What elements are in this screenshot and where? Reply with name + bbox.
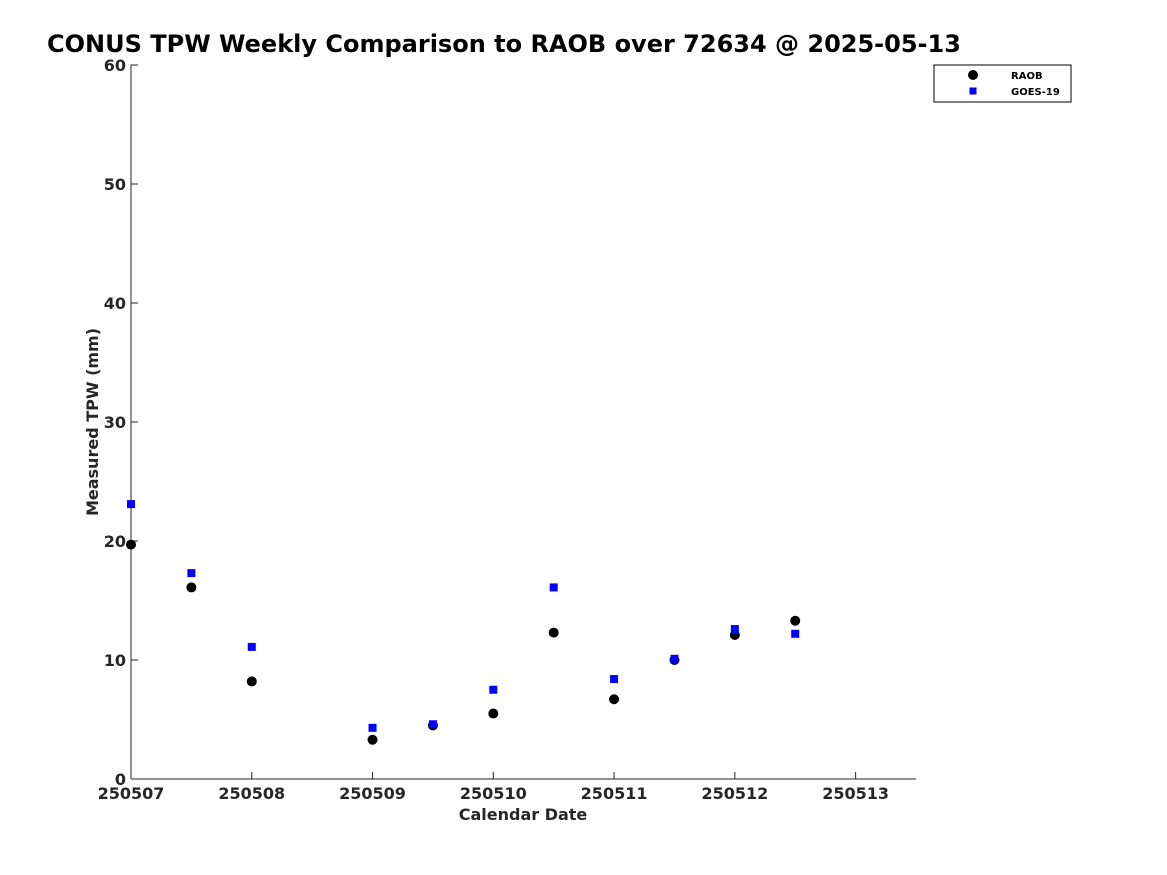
raob-point [488, 708, 499, 719]
x-tick-label: 250508 [218, 784, 285, 803]
legend-label: GOES-19 [1011, 87, 1060, 98]
x-tick-label: 250509 [339, 784, 406, 803]
legend: RAOB GOES-19 [933, 64, 1072, 103]
goes-19-point [428, 720, 437, 729]
legend-goes-19-marker [969, 87, 977, 95]
axes [130, 65, 916, 780]
y-axis-label: Measured TPW (mm) [83, 328, 102, 516]
goes-19-point [489, 685, 498, 694]
goes-19-point [610, 675, 619, 684]
data-points [126, 500, 801, 745]
goes-19-point [670, 654, 679, 663]
x-tick-label: 250513 [822, 784, 889, 803]
y-tick-label: 40 [104, 294, 126, 313]
goes-19-point [730, 625, 739, 634]
raob-point [186, 582, 197, 593]
raob-point [126, 539, 136, 550]
x-ticks: 250507 250508 250509 250510 250511 250512 2505… [98, 772, 889, 803]
x-tick-label: 250511 [581, 784, 648, 803]
y-tick-label: 60 [104, 56, 126, 75]
raob-point [246, 676, 257, 687]
y-tick-label: 50 [104, 175, 126, 194]
legend-raob-marker [968, 70, 978, 80]
legend-label: RAOB [1011, 71, 1043, 82]
goes-19-point [368, 723, 377, 732]
x-axis-label: Calendar Date [459, 805, 588, 824]
goes-19-point [247, 642, 256, 651]
raob-point [548, 627, 559, 638]
series-raob [126, 539, 801, 745]
chart-title: CONUS TPW Weekly Comparison to RAOB over… [47, 30, 961, 58]
series-goes-19 [127, 500, 800, 732]
raob-point [367, 734, 378, 745]
goes-19-point [549, 583, 558, 592]
goes-19-point [791, 629, 800, 638]
raob-point [790, 615, 801, 626]
raob-point [609, 694, 620, 705]
y-tick-label: 10 [104, 651, 126, 670]
y-tick-label: 30 [104, 413, 126, 432]
x-tick-label: 250512 [701, 784, 768, 803]
x-tick-label: 250507 [98, 784, 165, 803]
legend-box [933, 64, 1072, 103]
y-ticks: 0 10 20 30 40 50 60 [104, 56, 138, 789]
x-tick-label: 250510 [460, 784, 527, 803]
y-tick-label: 20 [104, 532, 126, 551]
goes-19-point [127, 500, 135, 509]
goes-19-point [187, 569, 196, 578]
y-tick-label: 0 [115, 770, 126, 789]
